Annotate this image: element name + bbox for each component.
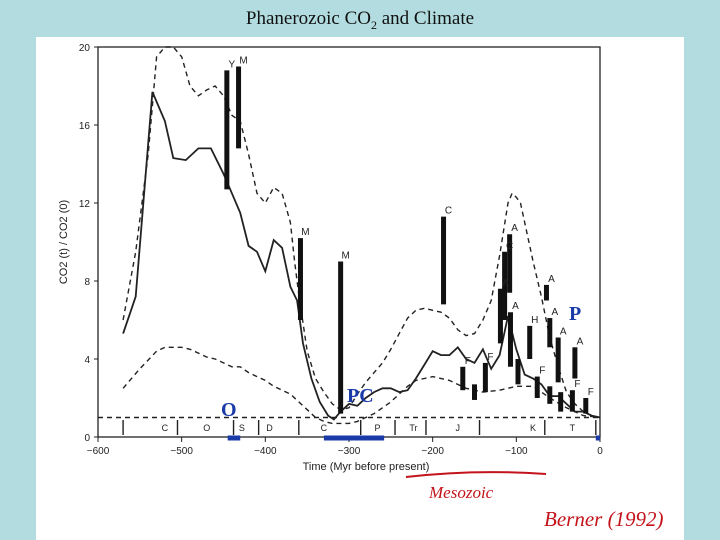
period-label: S	[239, 423, 245, 433]
glaciation-bar-label: F	[465, 356, 471, 367]
slide-title-subscript: 2	[370, 17, 377, 32]
period-label: C	[162, 423, 169, 433]
glaciation-bar-label: M	[239, 56, 247, 67]
y-tick-label: 4	[84, 355, 90, 366]
glaciation-bar-label: F	[588, 387, 594, 398]
x-tick-label: −600	[87, 446, 110, 457]
tick-labels-layer: −600 −500 −400 −300 −200 −100 0 0 4 8 12 16 20	[79, 43, 603, 457]
mesozoic-annotation: Mesozoic	[428, 483, 494, 502]
glaciation-bar-label: A	[502, 278, 509, 289]
x-tick-label: −200	[421, 446, 444, 457]
glaciation-bar-label: M	[341, 251, 349, 262]
glaciation-bar-label: M	[301, 227, 309, 238]
pc-annotation: PC	[347, 385, 374, 407]
citation-annotation: Berner (1992)	[544, 507, 664, 531]
glaciation-bar-label: A	[577, 336, 584, 347]
period-label: J	[456, 423, 461, 433]
glaciation-bar-label: F	[539, 366, 545, 377]
slide-title: Phanerozoic CO2 and Climate	[0, 8, 720, 33]
o-annotation: O	[221, 399, 237, 421]
y-tick-label: 0	[84, 433, 90, 444]
x-tick-label: −500	[170, 446, 193, 457]
period-label: T	[570, 423, 576, 433]
period-label: P	[374, 423, 380, 433]
plot-frame	[97, 46, 601, 438]
y-tick-label: 8	[84, 277, 90, 288]
slide-title-tail: and Climate	[376, 8, 475, 29]
series-layer	[98, 46, 601, 425]
y-tick-label: 20	[79, 43, 91, 54]
glaciation-bar-label: H	[531, 315, 538, 326]
period-label: K	[530, 423, 536, 433]
y-tick-label: 12	[79, 199, 91, 210]
slide-title-main: Phanerozoic CO	[245, 8, 371, 29]
x-axis-label: Time (Myr before present)	[303, 461, 430, 473]
period-label: Tr	[409, 423, 417, 433]
p-annotation: P	[569, 303, 581, 325]
period-label: O	[203, 423, 210, 433]
mesozoic-underline	[405, 471, 547, 478]
series-line-1	[122, 91, 601, 421]
x-tick-label: −400	[254, 446, 277, 457]
period-label: C	[321, 423, 328, 433]
series-line-2	[122, 46, 601, 419]
glaciation-bar-label: A	[511, 223, 518, 234]
x-tick-label: 0	[597, 446, 603, 457]
x-tick-label: −100	[505, 446, 528, 457]
glaciation-bar-label: A	[551, 307, 558, 318]
y-tick-label: 16	[79, 121, 91, 132]
glaciation-bar-label: A	[512, 301, 519, 312]
period-label: D	[266, 423, 273, 433]
y-axis-label: CO2 (t) / CO2 (0)	[58, 200, 70, 284]
glaciation-bar-label: A	[548, 274, 555, 285]
period-labels-layer: C O S D C P Tr J K T	[122, 420, 597, 435]
glaciation-bar-label: Y	[229, 59, 236, 70]
x-tick-label: −300	[338, 446, 361, 457]
glaciation-bar-label: C	[506, 241, 513, 252]
glaciation-bar-label: A	[560, 327, 567, 338]
glaciation-bar-label: F	[574, 379, 580, 390]
glaciation-bar-label: F	[487, 352, 493, 363]
glaciation-bar-label: C	[445, 206, 452, 217]
